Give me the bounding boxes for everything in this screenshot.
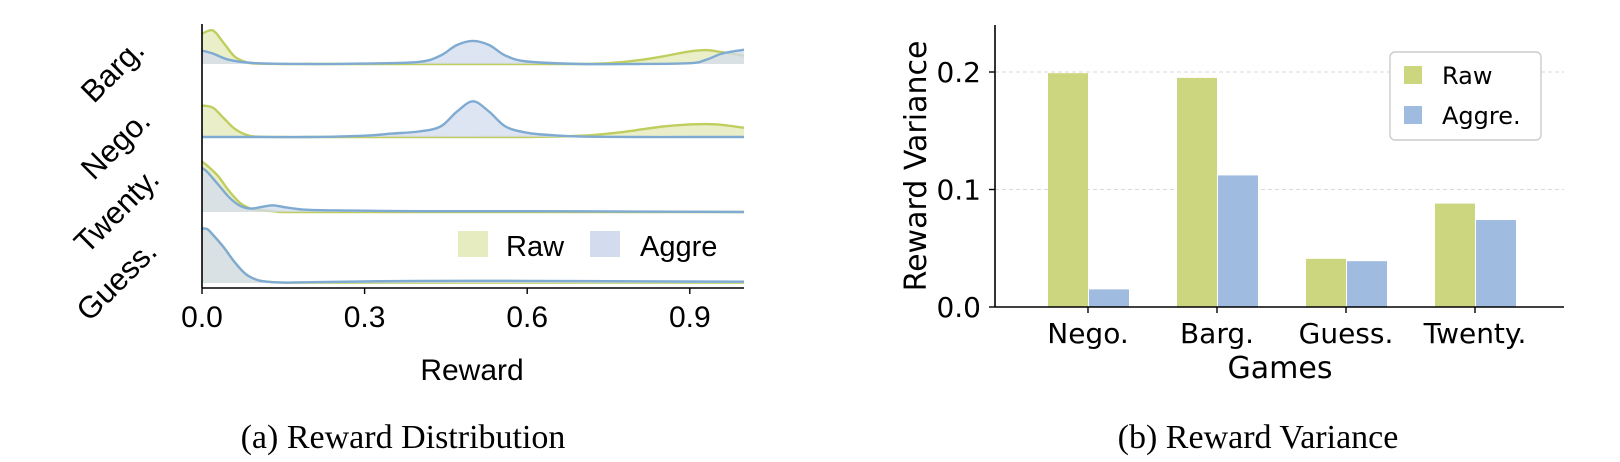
bar-aggre-barg	[1218, 175, 1258, 307]
bar-aggre-guess	[1347, 261, 1387, 307]
y-axis-label: Reward Variance	[899, 41, 934, 292]
row-label-barg: Barg.	[74, 32, 151, 109]
legend-label-raw: Raw	[1442, 62, 1492, 90]
legend-swatch-raw	[1404, 66, 1422, 84]
x-tick-label: 0.0	[181, 301, 223, 334]
grid-lines	[995, 71, 1564, 190]
bar-aggre-twenty	[1476, 220, 1516, 307]
area-raw-twenty	[202, 161, 744, 213]
x-tick-label: Guess.	[1299, 317, 1394, 350]
legend-label-aggre: Aggre	[640, 231, 717, 263]
area-raw-barg	[202, 30, 744, 65]
area-raw-nego	[202, 105, 744, 138]
x-ticks: 0.0 0.3 0.6 0.9	[181, 288, 711, 334]
bars	[1048, 73, 1516, 307]
y-tick-label: 0.2	[936, 56, 981, 89]
legend-frame	[1389, 51, 1542, 141]
x-axis-label: Games	[1228, 351, 1333, 386]
x-axis-label: Reward	[420, 354, 523, 387]
legend-swatch-aggre	[1404, 106, 1422, 124]
area-aggre-barg	[202, 40, 744, 65]
area-aggre-nego	[202, 101, 744, 138]
line-aggre-guess	[201, 227, 745, 284]
area-aggre-twenty	[202, 167, 744, 212]
y-tick-label: 0.0	[936, 291, 981, 324]
bar-aggre-nego	[1089, 289, 1129, 307]
y-tick-label: 0.1	[936, 174, 981, 207]
ridge-barg	[201, 28, 745, 66]
x-tick-label: Nego.	[1047, 317, 1128, 350]
x-tick-label: Twenty.	[1423, 317, 1527, 350]
caption-b: (b) Reward Variance	[1118, 419, 1399, 456]
ridge-twenty	[201, 160, 745, 214]
x-tick-label: 0.6	[506, 301, 548, 334]
legend-label-aggre: Aggre.	[1442, 102, 1521, 130]
legend-label-raw: Raw	[506, 231, 565, 263]
x-tick-label: Barg.	[1180, 317, 1254, 350]
bar-raw-twenty	[1435, 203, 1475, 307]
ridgeline-plot	[201, 28, 745, 284]
ridge-guess	[201, 227, 745, 284]
legend: Raw Aggre.	[1389, 51, 1542, 141]
legend-swatch-aggre	[590, 231, 620, 257]
x-tick-label: 0.3	[344, 301, 386, 334]
ridge-nego	[201, 100, 745, 139]
bar-raw-guess	[1306, 258, 1346, 307]
legend: Raw Aggre	[458, 231, 717, 263]
line-aggre-twenty	[201, 166, 745, 214]
bar-raw-nego	[1048, 73, 1088, 307]
line-aggre-barg	[201, 39, 745, 66]
row-label-twenty: Twenty.	[67, 161, 166, 260]
panel-reward-variance: 0.0 0.1 0.2 Nego. Barg. Guess. Twenty. Reward…	[899, 25, 1564, 456]
y-ticks: 0.0 0.1 0.2	[936, 56, 995, 324]
line-raw-twenty	[201, 160, 744, 214]
legend-swatch-raw	[458, 231, 488, 257]
bar-raw-barg	[1177, 77, 1217, 307]
line-aggre-nego	[201, 100, 744, 139]
panel-reward-distribution: 0.0 0.3 0.6 0.9 Barg. Nego. Twenty. Guess. …	[67, 24, 745, 456]
caption-a: (a) Reward Distribution	[241, 419, 566, 456]
x-ticks: Nego. Barg. Guess. Twenty.	[1047, 307, 1526, 350]
x-tick-label: 0.9	[669, 301, 711, 334]
